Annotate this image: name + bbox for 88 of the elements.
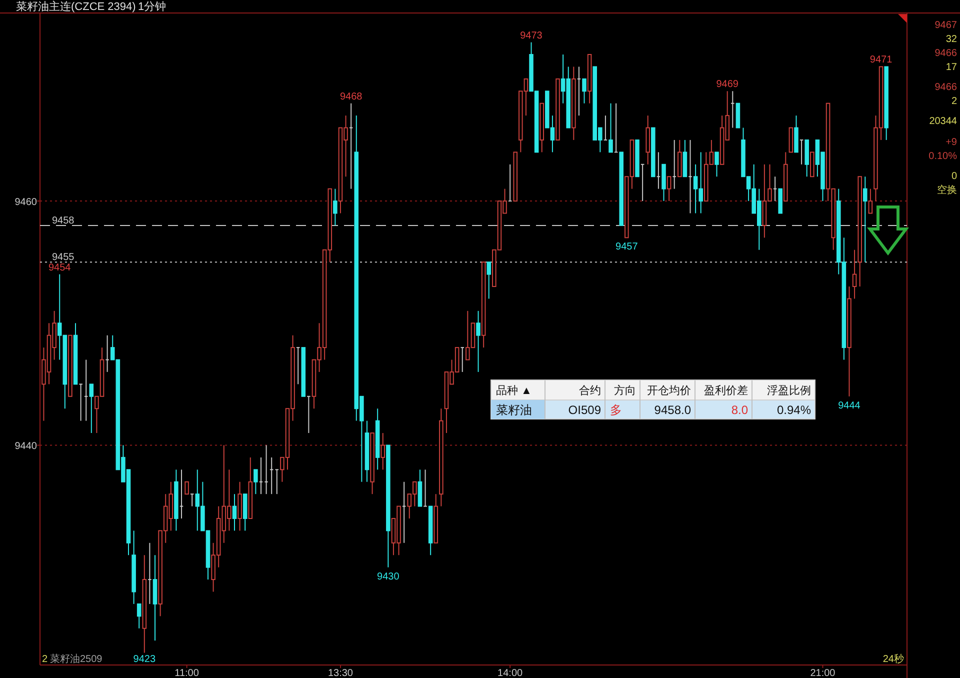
- annotation: 9457: [616, 242, 638, 253]
- ref-line-label: 9458: [52, 215, 75, 226]
- text: 32: [946, 34, 958, 45]
- candlestick: [852, 249, 857, 300]
- candlestick: [380, 432, 386, 470]
- annotation: 9468: [340, 91, 363, 102]
- annotation: 合约: [579, 384, 601, 397]
- candlestick: [105, 334, 110, 372]
- candlestick: [486, 262, 492, 300]
- text: 9466: [934, 82, 958, 93]
- candlestick: [582, 78, 586, 104]
- candlestick: [868, 188, 873, 214]
- text: +9: [946, 137, 958, 148]
- candlestick: [306, 396, 311, 434]
- annotation: 24秒: [882, 653, 904, 665]
- candlestick: [603, 115, 608, 140]
- text: 9466: [934, 48, 958, 59]
- candlestick: [614, 102, 618, 153]
- annotation: 9471: [870, 54, 893, 66]
- annotation: 品种 ▲: [496, 384, 532, 397]
- annotation: 菜籽油2509: [50, 653, 103, 665]
- annotation: 9469: [716, 79, 739, 90]
- annotation: 0.94%: [776, 403, 812, 417]
- candlestick: [179, 469, 184, 519]
- text: 9467: [934, 20, 958, 31]
- annotation: 9444: [838, 400, 861, 412]
- y-tick-label: 9440: [14, 441, 38, 452]
- annotation: 多: [610, 403, 622, 417]
- annotation: 9458.0: [654, 403, 692, 417]
- annotation: 方向: [614, 384, 636, 397]
- chart-subtitle: 1分钟: [138, 1, 166, 13]
- candlestick: [148, 542, 152, 604]
- candlestick: [269, 456, 274, 495]
- annotation: 盈利价差: [704, 384, 748, 397]
- annotation: 菜籽油: [496, 403, 532, 417]
- ref-line-label: 9455: [52, 252, 75, 264]
- annotation: 9473: [520, 30, 543, 42]
- candlestick: [476, 310, 480, 372]
- candlestick: [232, 494, 237, 532]
- candlestick: [333, 188, 338, 226]
- candlestick: [274, 469, 280, 495]
- candlestick: [84, 359, 88, 422]
- candlestick: [348, 102, 354, 190]
- candlestick: [656, 152, 661, 190]
- candlestick: [78, 384, 83, 422]
- x-tick-label: 21:00: [810, 668, 836, 678]
- candlestick: [730, 90, 735, 128]
- candlestick: [608, 102, 613, 153]
- candlestick: [423, 469, 428, 507]
- candlestick: [862, 176, 868, 263]
- candlestick: [296, 347, 300, 385]
- candlestick: [136, 603, 142, 629]
- candlestick: [772, 176, 778, 202]
- candlestick: [402, 481, 406, 544]
- candlestick: [714, 152, 719, 178]
- candlestick: [666, 176, 672, 202]
- candlestick: [190, 494, 194, 507]
- annotation: 2: [42, 654, 48, 665]
- text: 0.10%: [928, 151, 958, 162]
- text: 17: [946, 62, 958, 73]
- annotation: 开仓均价: [647, 385, 691, 397]
- annotation: 9423: [133, 654, 156, 665]
- candlestick: [264, 444, 268, 495]
- text: 0: [951, 171, 958, 182]
- candlestick: [89, 384, 94, 434]
- candlestick: [508, 164, 512, 202]
- candlestick: [184, 481, 189, 495]
- annotation: 浮盈比例: [767, 384, 811, 397]
- candlestick: [640, 164, 645, 202]
- x-tick-label: 11:00: [174, 668, 200, 678]
- text: 20344: [929, 116, 958, 127]
- candlestick: [254, 469, 258, 495]
- annotation: OI509: [568, 403, 602, 417]
- text: 2: [951, 96, 958, 107]
- annotation: 9454: [48, 262, 72, 274]
- chart-title: 菜籽油主连(CZCE 2394): [16, 0, 136, 13]
- candlestick: [460, 347, 465, 372]
- candlestick: [672, 139, 676, 190]
- candlestick: [688, 139, 692, 214]
- text: 空换: [937, 184, 957, 196]
- candlestick: [576, 66, 582, 116]
- x-tick-label: 13:30: [328, 668, 354, 678]
- candlestick: [258, 456, 264, 495]
- x-tick-label: 14:00: [498, 668, 524, 678]
- annotation: 8.0: [731, 403, 748, 417]
- y-tick-label: 9460: [14, 197, 38, 208]
- annotation: 9430: [377, 571, 400, 582]
- candlestick: [799, 139, 804, 165]
